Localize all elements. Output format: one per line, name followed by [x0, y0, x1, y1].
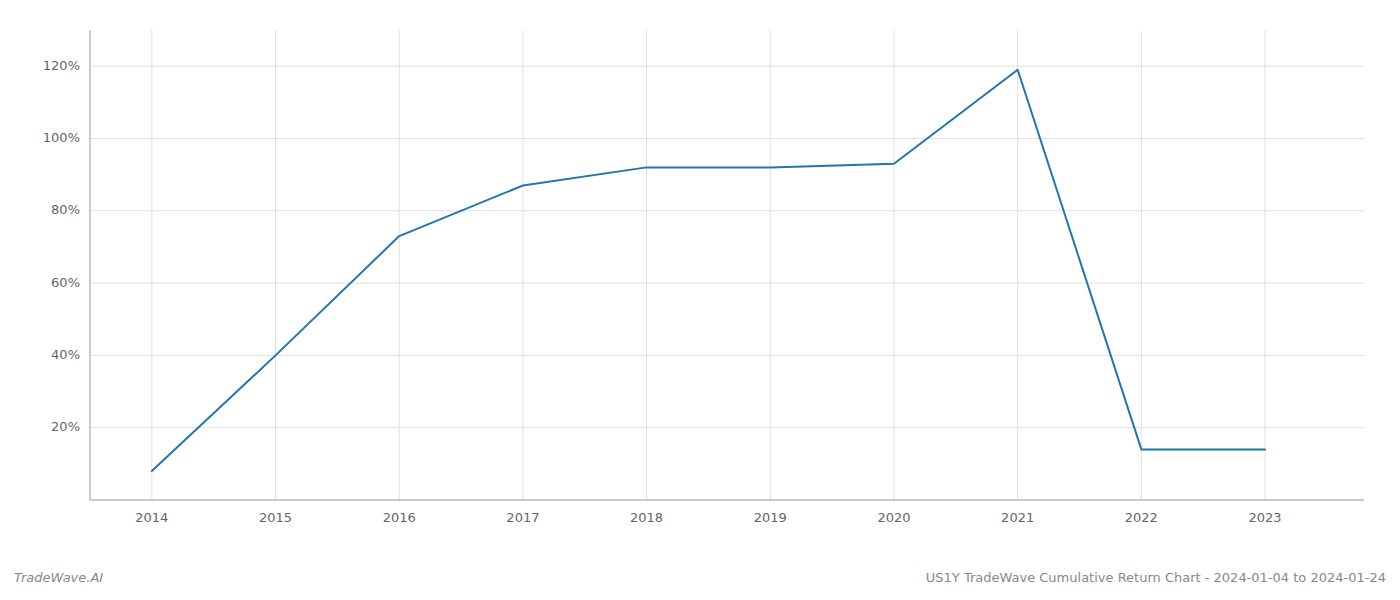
- y-tick-label: 20%: [51, 419, 80, 434]
- x-grid-line: [1017, 30, 1018, 500]
- x-grid-line: [1265, 30, 1266, 500]
- grid: [90, 30, 1364, 500]
- x-tick-label: 2020: [877, 510, 910, 525]
- y-grid-line: [90, 427, 1364, 428]
- y-tick-label: 60%: [51, 275, 80, 290]
- x-grid-line: [399, 30, 400, 500]
- chart-container: 20% 40% 60% 80% 100% 120% 2014 2015 2016 2017 2018…: [0, 0, 1400, 600]
- x-grid-line: [522, 30, 523, 500]
- x-tick-label: 2023: [1249, 510, 1282, 525]
- y-grid-line: [90, 66, 1364, 67]
- page: {"chart_data": { "type": "line", "x": [2…: [0, 0, 1400, 600]
- x-tick-label: 2019: [754, 510, 787, 525]
- series-line: [152, 70, 1265, 471]
- y-grid-line: [90, 283, 1364, 284]
- x-tick-label: 2017: [506, 510, 539, 525]
- x-tick-label: 2022: [1125, 510, 1158, 525]
- y-tick-label: 120%: [43, 58, 80, 73]
- footer-left: TradeWave.AI: [14, 570, 103, 585]
- x-grid-line: [770, 30, 771, 500]
- y-grid-line: [90, 138, 1364, 139]
- x-tick-label: 2015: [259, 510, 292, 525]
- x-tick-label: 2014: [135, 510, 168, 525]
- x-grid-line: [893, 30, 894, 500]
- y-grid-line: [90, 355, 1364, 356]
- y-tick-label: 100%: [43, 130, 80, 145]
- x-grid-line: [275, 30, 276, 500]
- y-axis-line: [90, 30, 91, 500]
- y-tick-label: 40%: [51, 347, 80, 362]
- x-tick-label: 2021: [1001, 510, 1034, 525]
- x-tick-label: 2018: [630, 510, 663, 525]
- footer-right: US1Y TradeWave Cumulative Return Chart -…: [926, 570, 1386, 585]
- chart: 20% 40% 60% 80% 100% 120% 2014 2015 2016 2017 2018…: [0, 0, 1400, 600]
- x-grid-line: [151, 30, 152, 500]
- x-axis-line: [90, 500, 1364, 501]
- x-grid-line: [646, 30, 647, 500]
- y-tick-label: 80%: [51, 202, 80, 217]
- x-grid-line: [1141, 30, 1142, 500]
- series-group: [152, 70, 1265, 471]
- y-grid-line: [90, 210, 1364, 211]
- x-tick-label: 2016: [383, 510, 416, 525]
